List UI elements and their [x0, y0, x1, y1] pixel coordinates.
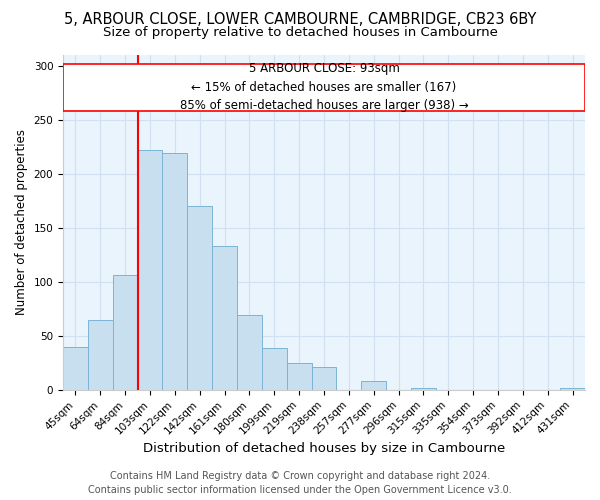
Bar — [361, 381, 386, 390]
Bar — [411, 388, 436, 390]
Bar — [63, 64, 585, 111]
Text: 5 ARBOUR CLOSE: 93sqm
← 15% of detached houses are smaller (167)
85% of semi-det: 5 ARBOUR CLOSE: 93sqm ← 15% of detached … — [179, 62, 469, 112]
Text: Size of property relative to detached houses in Cambourne: Size of property relative to detached ho… — [103, 26, 497, 39]
Bar — [63, 346, 88, 390]
Bar — [187, 206, 212, 390]
Text: Contains HM Land Registry data © Crown copyright and database right 2024.
Contai: Contains HM Land Registry data © Crown c… — [88, 471, 512, 495]
Bar — [212, 246, 237, 390]
Y-axis label: Number of detached properties: Number of detached properties — [15, 130, 28, 316]
X-axis label: Distribution of detached houses by size in Cambourne: Distribution of detached houses by size … — [143, 442, 505, 455]
Bar — [560, 388, 585, 390]
Bar — [287, 363, 311, 390]
Bar — [113, 276, 137, 390]
Bar — [311, 367, 337, 390]
Bar — [137, 150, 163, 390]
Bar — [88, 320, 113, 390]
Bar — [163, 154, 187, 390]
Bar — [237, 316, 262, 390]
Text: 5, ARBOUR CLOSE, LOWER CAMBOURNE, CAMBRIDGE, CB23 6BY: 5, ARBOUR CLOSE, LOWER CAMBOURNE, CAMBRI… — [64, 12, 536, 28]
Bar — [262, 348, 287, 390]
